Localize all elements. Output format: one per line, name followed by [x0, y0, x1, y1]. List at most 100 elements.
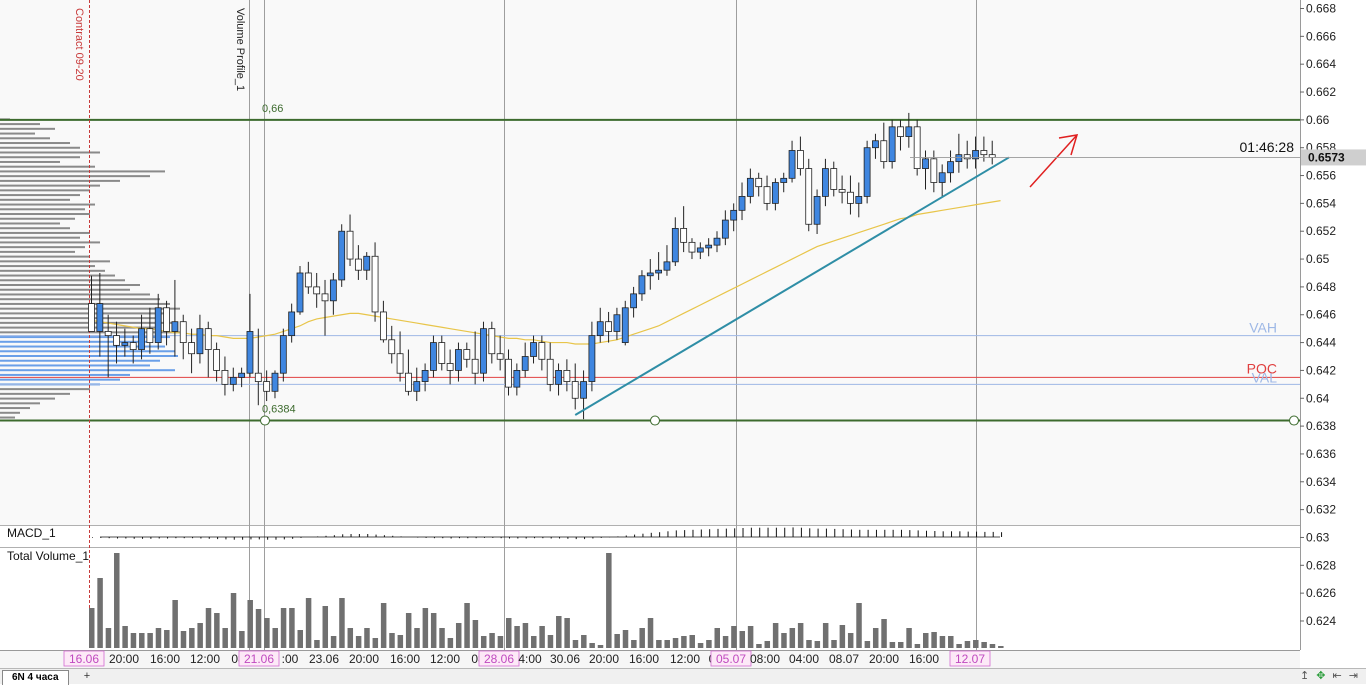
candle-body: [922, 158, 929, 169]
candle: [480, 321, 487, 382]
candle: [822, 158, 829, 207]
candle: [438, 335, 446, 371]
candle-body: [138, 328, 145, 350]
profile-bar: [0, 274, 115, 277]
candle-body: [530, 342, 537, 357]
candle-body: [455, 349, 462, 371]
candle: [955, 133, 963, 173]
volume-bar: [389, 633, 395, 648]
arrow-up-icon[interactable]: ↥: [1299, 670, 1312, 682]
y-tick-label: 0.648: [1306, 280, 1336, 294]
volume-bar: [781, 633, 787, 648]
candle-body: [496, 353, 504, 360]
volume-bar: [397, 635, 404, 648]
profile-bar: [0, 340, 150, 343]
last-price-box: [1301, 149, 1366, 166]
profile-bar: [0, 373, 130, 376]
x-tick-label: 28.06: [484, 652, 514, 666]
volume-bar: [581, 635, 587, 648]
profile-bar: [0, 203, 95, 206]
level-handle: [650, 415, 660, 426]
y-tick-label: 0.632: [1306, 503, 1336, 517]
y-tick-label: 0.634: [1306, 475, 1336, 489]
add-tab-button[interactable]: +: [83, 670, 91, 682]
candle-body: [905, 126, 913, 137]
candle-body: [363, 255, 371, 271]
volume-bar: [556, 616, 562, 648]
candle-body: [196, 328, 204, 355]
candle: [430, 335, 437, 378]
profile-bar: [0, 411, 20, 414]
volume-bar: [305, 598, 312, 648]
candle-body: [696, 247, 704, 253]
profile-bar: [0, 369, 175, 372]
candle: [121, 328, 129, 357]
candle: [705, 238, 713, 257]
x-label-highlight: [238, 650, 280, 667]
candle-body: [396, 353, 404, 374]
x-tick-label: 4:00: [518, 652, 542, 666]
candle: [596, 307, 604, 343]
y-tick-label: 0.642: [1306, 363, 1336, 377]
volume-bar: [330, 636, 337, 648]
volume-bar: [289, 608, 295, 648]
volume-bar: [814, 641, 821, 648]
candle: [188, 328, 195, 374]
vah-label: VAH: [1249, 320, 1277, 336]
scroll-right-icon[interactable]: ⇥: [1348, 670, 1360, 682]
volume-bar: [647, 618, 654, 648]
x-label-highlight: [478, 650, 520, 667]
candle-body: [488, 328, 496, 355]
candle-body: [913, 126, 921, 169]
candle: [696, 242, 704, 260]
candle-body: [263, 381, 271, 392]
x-tick-label: 20:00: [349, 652, 379, 666]
volume-bar: [205, 608, 212, 648]
candle: [505, 349, 512, 396]
profile-bar: [0, 246, 85, 249]
expand-icon[interactable]: ✥: [1316, 670, 1328, 682]
instrument-tab[interactable]: 6N 4 часа: [2, 670, 69, 685]
y-tick-label: 0.668: [1306, 2, 1336, 16]
volume-bar: [314, 640, 320, 648]
candle: [730, 203, 738, 232]
volume-bar: [856, 603, 862, 648]
profile-bar: [0, 350, 175, 353]
candle: [513, 363, 521, 396]
candle-body: [438, 342, 446, 364]
volume-bar: [964, 641, 971, 648]
instrument-tab-bar: 6N 4 часа + ↥ ✥ ⇤ ⇥: [0, 668, 1366, 685]
x-tick-label: 30.06: [550, 652, 580, 666]
profile-bar: [0, 312, 170, 315]
scroll-left-icon[interactable]: ⇤: [1332, 670, 1344, 682]
volume-bar: [214, 613, 220, 648]
y-tick-label: 0.628: [1306, 558, 1336, 572]
candle-body: [154, 307, 162, 343]
candle-body: [104, 331, 112, 337]
y-tick-label: 0.64: [1306, 391, 1330, 405]
profile-bar: [0, 359, 160, 362]
candle: [588, 321, 596, 392]
volume-bar: [105, 628, 112, 648]
candle: [721, 210, 729, 246]
volume-bar: [831, 640, 837, 648]
profile-bar: [0, 260, 110, 263]
y-tick-label: 0.644: [1306, 336, 1336, 350]
volume-bar: [639, 628, 645, 648]
candle: [446, 349, 454, 385]
x-tick-label: 16:00: [629, 652, 659, 666]
volume-bar: [522, 623, 529, 648]
profile-bar: [0, 198, 70, 201]
candle: [638, 270, 646, 301]
volume-bar: [439, 628, 445, 648]
profile-bar: [0, 397, 55, 400]
volume-profile-label: Volume Profile_1: [234, 8, 246, 91]
x-tick-label: 12:00: [430, 652, 460, 666]
candle-body: [680, 228, 688, 243]
profile-bar: [0, 170, 165, 173]
x-tick-label: 16:00: [909, 652, 939, 666]
volume-bar: [847, 633, 854, 648]
profile-bar: [0, 194, 80, 197]
